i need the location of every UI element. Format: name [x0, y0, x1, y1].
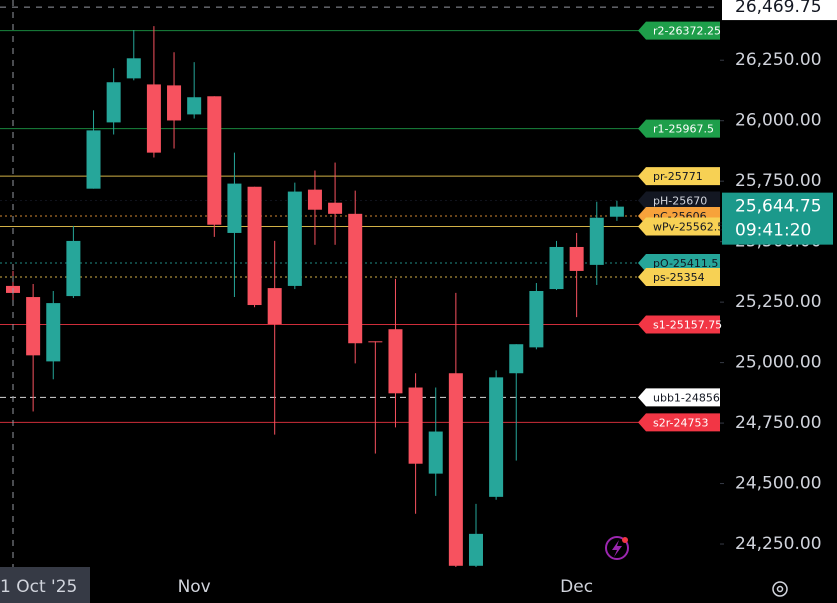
candle-body [428, 431, 443, 474]
candle-body [549, 246, 564, 290]
candle-body [146, 84, 161, 153]
candle-body [26, 297, 41, 356]
crosshair-price-box [722, 0, 837, 21]
quick-trade-icon[interactable] [605, 536, 629, 560]
last-price-label: 25,644.75 [735, 197, 822, 217]
level-tag [638, 217, 720, 236]
y-tick-label: 25,000.00 [735, 353, 822, 373]
candle-body [247, 186, 262, 306]
level-tag-label: pr-25771 [653, 170, 703, 183]
candle-body [167, 85, 182, 121]
candle-body [287, 191, 302, 286]
candle-body [46, 303, 61, 362]
level-tag-label: pO-25411.5 [653, 257, 718, 270]
settings-icon[interactable] [772, 581, 788, 597]
level-tag [638, 119, 720, 138]
crosshair-date-box [0, 567, 90, 603]
plot-area [0, 0, 720, 567]
candle-body [187, 97, 202, 115]
level-tag-label: s1-25157.75 [653, 318, 722, 331]
crosshair-price-label: 26,469.75 [735, 0, 822, 17]
candle-body [66, 240, 81, 297]
y-tick-label: 24,500.00 [735, 474, 822, 494]
y-tick-label: 25,250.00 [735, 292, 822, 312]
candle-body [307, 189, 322, 210]
y-tick-label: 26,250.00 [735, 50, 822, 70]
y-tick-label: 24,750.00 [735, 413, 822, 433]
candle-body [529, 290, 544, 348]
level-tag-label: ubb1-24856 [653, 391, 720, 404]
candle-body [86, 130, 101, 189]
candle-body [267, 288, 282, 325]
candle-body [509, 344, 524, 374]
x-tick-label: Nov [178, 577, 211, 597]
level-tag [638, 413, 720, 432]
y-tick-label: 24,250.00 [735, 534, 822, 554]
y-tick-label: 25,750.00 [735, 171, 822, 191]
candle-body [448, 373, 463, 566]
candle-body [348, 213, 363, 344]
level-tag-label: r2-26372.25 [653, 25, 721, 38]
candle-body [106, 82, 121, 123]
level-tag [638, 267, 720, 286]
level-tag [638, 21, 720, 40]
x-tick-label: Dec [560, 577, 593, 597]
candle-body [569, 246, 584, 271]
level-tag [638, 254, 720, 273]
candle-body [589, 217, 604, 265]
y-tick-label: 26,000.00 [735, 111, 822, 131]
level-tag-label: wPv-25562.5 [653, 221, 724, 234]
level-tag-label: r1-25967.5 [653, 123, 714, 136]
level-tag [638, 388, 720, 407]
candle-body [489, 377, 504, 497]
candle-body [126, 58, 141, 79]
level-tag [638, 315, 720, 334]
last-price-box [722, 192, 833, 245]
level-tag-label: pH-25670 [653, 195, 707, 208]
candle-body [368, 341, 383, 343]
countdown-label: 09:41:20 [735, 221, 811, 241]
level-tag [638, 167, 720, 186]
level-tag-label: s2r-24753 [653, 416, 709, 429]
candle-body [207, 96, 222, 225]
level-tag [638, 191, 720, 210]
candle-body [609, 206, 624, 217]
crosshair-date-label: 1 Oct '25 [0, 577, 77, 597]
candle-body [227, 183, 242, 233]
candle-body [388, 329, 403, 394]
candle-body [408, 387, 423, 464]
level-tag-label: ps-25354 [653, 271, 705, 284]
candle-body [468, 533, 483, 566]
candle-body [328, 202, 343, 214]
